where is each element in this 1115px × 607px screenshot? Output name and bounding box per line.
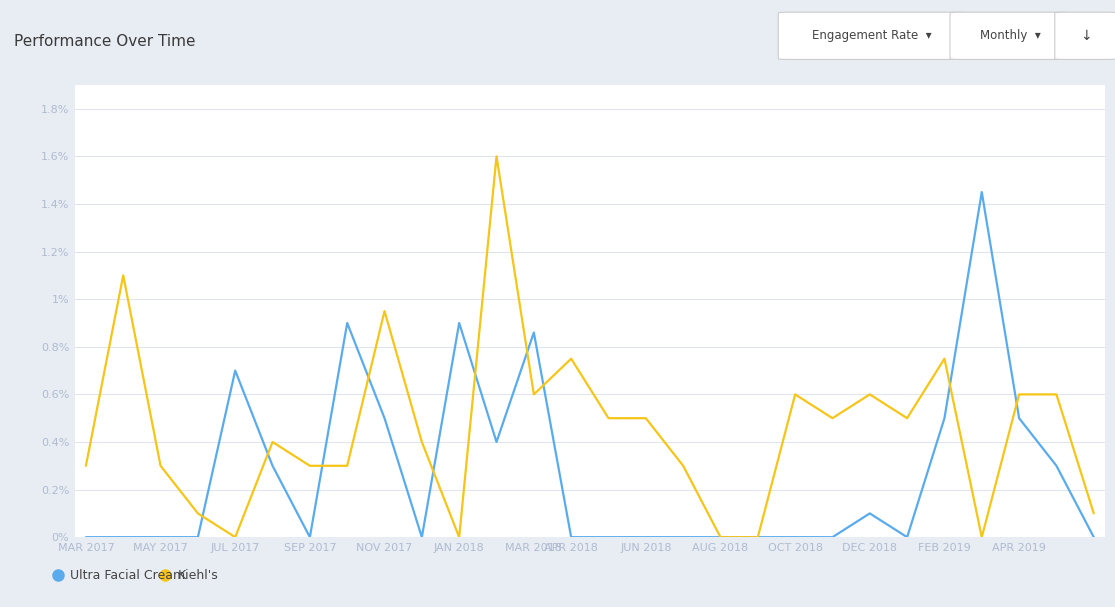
Text: Ultra Facial Cream: Ultra Facial Cream: [70, 569, 185, 582]
Text: ↓: ↓: [1080, 29, 1092, 43]
Text: Performance Over Time: Performance Over Time: [14, 34, 196, 49]
Text: Monthly  ▾: Monthly ▾: [980, 29, 1040, 42]
FancyBboxPatch shape: [778, 12, 966, 59]
Text: Kiehl's: Kiehl's: [177, 569, 219, 582]
FancyBboxPatch shape: [950, 12, 1070, 59]
FancyBboxPatch shape: [1055, 12, 1115, 59]
Text: Engagement Rate  ▾: Engagement Rate ▾: [812, 29, 932, 42]
